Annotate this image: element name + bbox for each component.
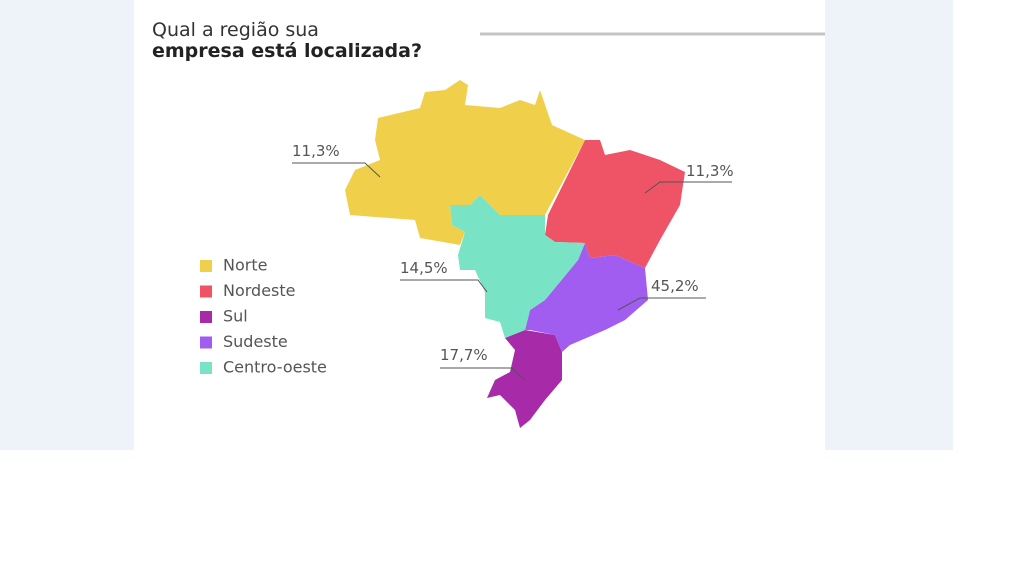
region	[545, 140, 685, 268]
value-label: 17,7%	[440, 346, 488, 364]
side-panel	[0, 0, 134, 450]
leader-line	[292, 162, 381, 178]
value-label: 11,3%	[686, 162, 734, 180]
legend-label: Norte	[223, 256, 267, 275]
legend-label: Nordeste	[223, 281, 296, 300]
title-line: empresa está localizada?	[152, 40, 422, 62]
value-label: 45,2%	[651, 277, 699, 295]
region	[450, 195, 585, 338]
leader-line	[400, 279, 488, 293]
leader-line	[617, 297, 706, 311]
legend-swatch	[200, 362, 212, 374]
leader-line	[644, 181, 732, 194]
side-panel	[825, 0, 953, 450]
title-line: Qual a região sua	[152, 19, 319, 41]
legend-label: Centro-oeste	[223, 358, 327, 377]
legend-swatch	[200, 285, 212, 298]
legend-swatch	[200, 336, 212, 349]
legend-swatch	[200, 260, 212, 272]
value-label: 11,3%	[292, 142, 340, 160]
legend-label: Sul	[223, 307, 248, 326]
leader-line	[440, 367, 526, 381]
legend-label: Sudeste	[223, 332, 288, 351]
region	[525, 243, 648, 352]
value-label: 14,5%	[400, 259, 448, 277]
legend-swatch	[200, 311, 212, 323]
region	[345, 80, 585, 245]
